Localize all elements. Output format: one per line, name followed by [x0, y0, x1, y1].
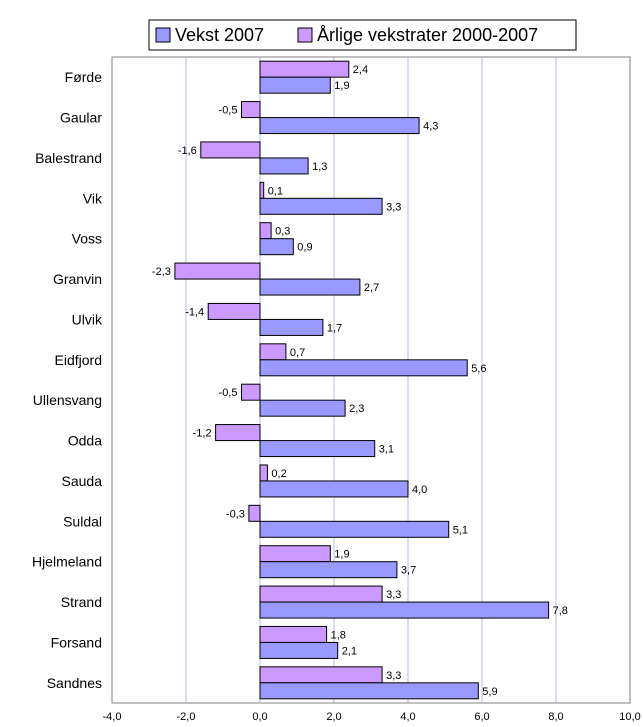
data-label-arlige-forde: 2,4: [353, 64, 368, 76]
data-label-vekst-suldal: 5,1: [453, 524, 468, 536]
x-tick-label: 6,0: [474, 711, 489, 723]
data-label-vekst-voss: 0,9: [297, 242, 312, 254]
legend-label-arlige: Årlige vekstrater 2000-2007: [317, 25, 538, 45]
bar-vekst-vik: [259, 197, 383, 215]
data-label-arlige-odda: -1,2: [193, 428, 212, 440]
bar-arlige-odda: [215, 424, 261, 442]
data-label-arlige-sandnes: 3,3: [386, 670, 401, 682]
data-label-arlige-ullensvang: -0,5: [219, 387, 238, 399]
data-label-vekst-ullensvang: 2,3: [349, 403, 364, 415]
category-label-voss: Voss: [72, 231, 102, 247]
bar-arlige-suldal: [248, 504, 261, 522]
category-label-granvin: Granvin: [53, 271, 102, 287]
x-tick-label: 4,0: [400, 711, 415, 723]
data-label-vekst-balestrand: 1,3: [312, 161, 327, 173]
bar-arlige-sauda: [259, 464, 268, 482]
x-tick-label: 10,0: [619, 711, 640, 723]
category-label-ulvik: Ulvik: [72, 311, 103, 327]
category-label-sandnes: Sandnes: [47, 675, 102, 691]
category-labels: Førde Gaular Balestrand Vik Voss Granvin Ulvik…: [32, 69, 103, 691]
data-label-vekst-forsand: 2,1: [342, 645, 357, 657]
data-label-arlige-sauda: 0,2: [271, 468, 286, 480]
legend-frame: [148, 19, 577, 51]
bar-arlige-balestrand: [200, 141, 261, 159]
bar-arlige-eidfjord: [259, 343, 287, 361]
bar-vekst-strand: [259, 601, 550, 619]
legend-label-vekst: Vekst 2007: [175, 25, 264, 45]
bar-arlige-gaular: [241, 101, 261, 119]
bar-arlige-granvin: [174, 262, 261, 280]
data-label-arlige-ulvik: -1,4: [185, 306, 204, 318]
data-label-vekst-granvin: 2,7: [364, 282, 379, 294]
bar-vekst-granvin: [259, 278, 361, 296]
data-label-vekst-sauda: 4,0: [412, 484, 427, 496]
bar-vekst-sandnes: [259, 682, 479, 700]
category-label-vik: Vik: [83, 190, 103, 206]
bar-vekst-odda: [259, 440, 376, 458]
data-label-arlige-strand: 3,3: [386, 589, 401, 601]
bar-vekst-sauda: [259, 480, 409, 498]
bar-arlige-ullensvang: [241, 383, 261, 401]
bar-vekst-forsand: [259, 641, 339, 659]
category-label-odda: Odda: [68, 433, 102, 449]
category-label-eidfjord: Eidfjord: [55, 352, 102, 368]
data-label-vekst-forde: 1,9: [334, 80, 349, 92]
x-tick-labels: -4,0 -2,0 0,0 2,0 4,0 6,0 8,0 10,0: [103, 711, 641, 723]
bar-vekst-suldal: [259, 520, 450, 538]
bar-arlige-forsand: [259, 625, 328, 643]
category-label-strand: Strand: [61, 594, 102, 610]
bar-vekst-ullensvang: [259, 399, 346, 417]
bar-vekst-forde: [259, 76, 331, 94]
bar-arlige-sandnes: [259, 666, 383, 684]
data-label-vekst-odda: 3,1: [379, 444, 394, 456]
category-label-hjelmeland: Hjelmeland: [32, 554, 102, 570]
data-label-arlige-vik: 0,1: [268, 185, 283, 197]
bar-vekst-ulvik: [259, 318, 324, 336]
category-label-suldal: Suldal: [63, 513, 102, 529]
bar-arlige-hjelmeland: [259, 545, 331, 563]
data-label-vekst-strand: 7,8: [553, 605, 568, 617]
data-label-arlige-eidfjord: 0,7: [290, 347, 305, 359]
bar-arlige-ulvik: [207, 302, 261, 320]
data-label-vekst-ulvik: 1,7: [327, 322, 342, 334]
bars: 2,4 1,9 -0,5 4,3 -1,6 1,3 0,1 3,3 0,3 0,9 -2,3 2,7 -…: [152, 60, 568, 700]
category-label-gaular: Gaular: [60, 110, 102, 126]
data-label-vekst-vik: 3,3: [386, 201, 401, 213]
legend-swatch-arlige: [297, 27, 313, 43]
category-label-forsand: Forsand: [51, 634, 102, 650]
data-label-vekst-hjelmeland: 3,7: [401, 565, 416, 577]
data-label-arlige-hjelmeland: 1,9: [334, 549, 349, 561]
bar-arlige-voss: [259, 222, 272, 240]
data-label-arlige-balestrand: -1,6: [178, 145, 197, 157]
data-label-arlige-granvin: -2,3: [152, 266, 171, 278]
x-tick-label: 2,0: [326, 711, 341, 723]
category-label-sauda: Sauda: [62, 473, 103, 489]
plot-area: [111, 56, 631, 704]
category-label-ullensvang: Ullensvang: [33, 392, 102, 408]
bar-vekst-hjelmeland: [259, 561, 398, 579]
data-label-vekst-sandnes: 5,9: [482, 686, 497, 698]
data-label-arlige-voss: 0,3: [275, 226, 290, 238]
bar-vekst-gaular: [259, 117, 420, 135]
data-label-vekst-gaular: 4,3: [423, 121, 438, 133]
bar-arlige-strand: [259, 585, 383, 603]
data-label-arlige-suldal: -0,3: [226, 508, 245, 520]
legend: Vekst 2007 Årlige vekstrater 2000-2007: [148, 19, 577, 51]
bar-arlige-forde: [259, 60, 350, 78]
x-tick-label: -4,0: [103, 711, 122, 723]
legend-swatch-vekst: [155, 27, 171, 43]
category-label-balestrand: Balestrand: [35, 150, 102, 166]
data-label-vekst-eidfjord: 5,6: [471, 363, 486, 375]
bar-vekst-voss: [259, 238, 294, 256]
bar-vekst-balestrand: [259, 157, 309, 175]
bar-arlige-vik: [259, 181, 265, 199]
x-tick-label: -2,0: [177, 711, 196, 723]
data-label-arlige-gaular: -0,5: [219, 105, 238, 117]
x-tick-label: 8,0: [548, 711, 563, 723]
data-label-arlige-forsand: 1,8: [331, 629, 346, 641]
x-tick-label: 0,0: [252, 711, 267, 723]
category-label-forde: Førde: [65, 69, 103, 85]
bar-vekst-eidfjord: [259, 359, 468, 377]
